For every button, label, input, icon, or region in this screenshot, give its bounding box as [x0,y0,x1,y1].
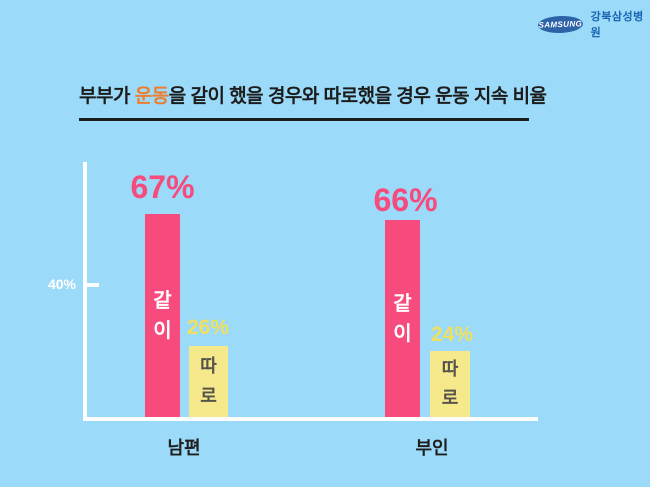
bar-wife-apart: 따로 [430,351,470,417]
y-axis-line [83,162,87,421]
x-axis-baseline [83,417,538,421]
bar-wife-together: 같이 [385,220,420,417]
bar-husband-apart-series-label: 따로 [200,356,217,406]
y-axis-tick-40 [87,283,99,287]
title-pre: 부부가 [79,86,135,107]
hospital-name: 강북삼성병원 [590,11,644,39]
title-highlight: 운동 [134,86,169,107]
y-axis-tick-label: 40% [47,276,76,292]
value-label-wife-together: 66% [373,182,438,218]
category-label-wife: 부인 [415,438,449,458]
chart-title: 부부가 운동을 같이 했을 경우와 따로했을 경우 운동 지속 비율 [79,84,547,121]
bar-wife-apart-series-label: 따로 [441,358,459,408]
brand-logo: SAMSUNG 강북삼성병원 [537,8,650,40]
value-label-husband-together: 67% [130,169,195,205]
bar-husband-together: 같이 [145,214,180,417]
samsung-logo-icon: SAMSUNG [537,14,583,34]
bar-wife-together-series-label: 같이 [393,292,412,345]
category-label-husband: 남편 [167,438,201,458]
samsung-logo-text: SAMSUNG [538,18,583,29]
title-post: 을 같이 했을 경우와 따로했을 경우 운동 지속 비율 [168,86,547,107]
bar-husband-apart: 따로 [189,346,228,417]
value-label-husband-apart: 26% [186,316,230,339]
value-label-wife-apart: 24% [430,323,474,346]
bar-husband-together-series-label: 같이 [153,289,172,342]
